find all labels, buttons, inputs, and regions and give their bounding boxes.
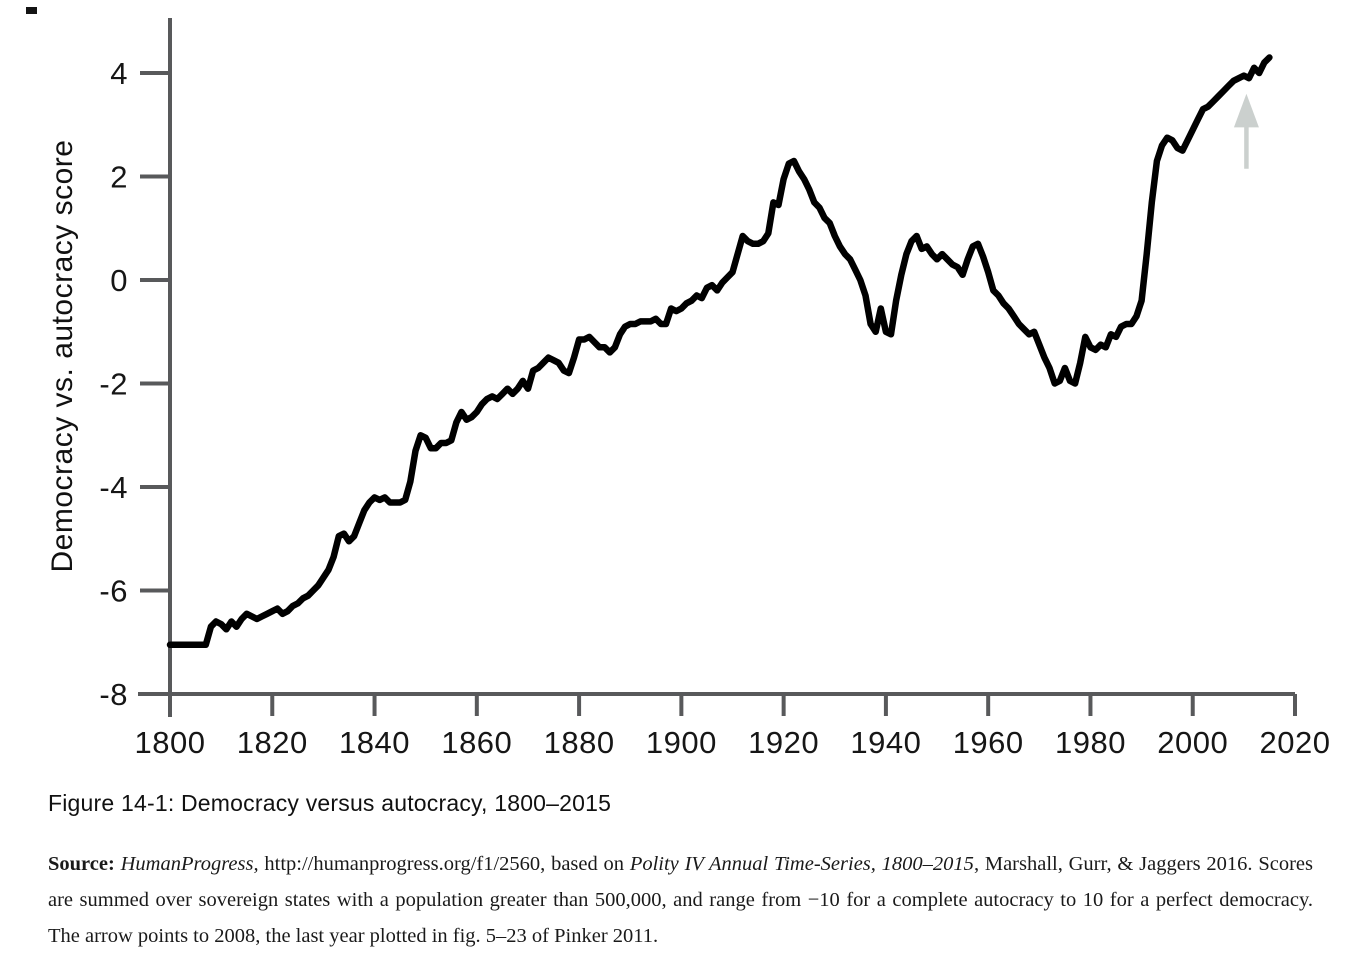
x-tick-label: 1980 xyxy=(1055,725,1126,760)
x-tick-label: 1860 xyxy=(441,725,512,760)
source-polity-title: Polity IV Annual Time-Series, 1800–2015 xyxy=(629,853,974,875)
source-label: Source: xyxy=(48,853,121,875)
democracy-line-chart: 4 2 0 -2 -4 -6 -8 1800 1820 1840 1860 1880 1900 1920… xyxy=(46,18,1331,760)
source-url-segment: http://humanprogress.org/f1/2560, based … xyxy=(258,853,630,875)
arrow-2008-annotation xyxy=(1233,93,1259,169)
source-note: Source: HumanProgress, http://humanprogr… xyxy=(48,846,1313,954)
x-tick-label: 1800 xyxy=(135,725,206,760)
figure-caption: Figure 14-1: Democracy versus autocracy,… xyxy=(48,790,612,816)
source-humanprogress: HumanProgress, xyxy=(120,853,259,875)
x-tick-label: 1880 xyxy=(544,725,615,760)
x-tick-label: 1900 xyxy=(646,725,717,760)
source-tail-segment: , Marshall, Gurr, & Jaggers 2016. Scores… xyxy=(48,853,1313,947)
y-tick-label: -6 xyxy=(99,574,128,609)
y-axis-tick-labels: 4 2 0 -2 -4 -6 -8 xyxy=(99,56,128,712)
x-tick-label: 2020 xyxy=(1260,725,1331,760)
y-axis-label: Democracy vs. autocracy score xyxy=(46,140,79,573)
y-axis-ticks xyxy=(140,71,170,696)
chart-canvas: 4 2 0 -2 -4 -6 -8 1800 1820 1840 1860 1880 1900 1920… xyxy=(46,18,1331,760)
x-tick-label: 1820 xyxy=(237,725,308,760)
x-tick-label: 1960 xyxy=(953,725,1024,760)
print-artifact-mark xyxy=(26,7,37,14)
x-tick-label: 1940 xyxy=(850,725,921,760)
x-axis-ticks xyxy=(168,694,1297,716)
x-tick-label: 1920 xyxy=(748,725,819,760)
x-axis-tick-labels: 1800 1820 1840 1860 1880 1900 1920 1940 1960 1980… xyxy=(135,725,1331,760)
y-tick-label: -2 xyxy=(99,367,128,402)
y-tick-label: 4 xyxy=(110,56,128,91)
data-series-line xyxy=(166,54,1273,649)
x-tick-label: 2000 xyxy=(1157,725,1228,760)
arrow-head xyxy=(1233,93,1259,128)
y-tick-label: -8 xyxy=(99,677,128,712)
x-tick-label: 1840 xyxy=(339,725,410,760)
axes xyxy=(138,18,1295,717)
y-tick-label: -4 xyxy=(99,470,128,505)
y-tick-label: 0 xyxy=(110,263,128,298)
y-tick-label: 2 xyxy=(110,160,128,195)
